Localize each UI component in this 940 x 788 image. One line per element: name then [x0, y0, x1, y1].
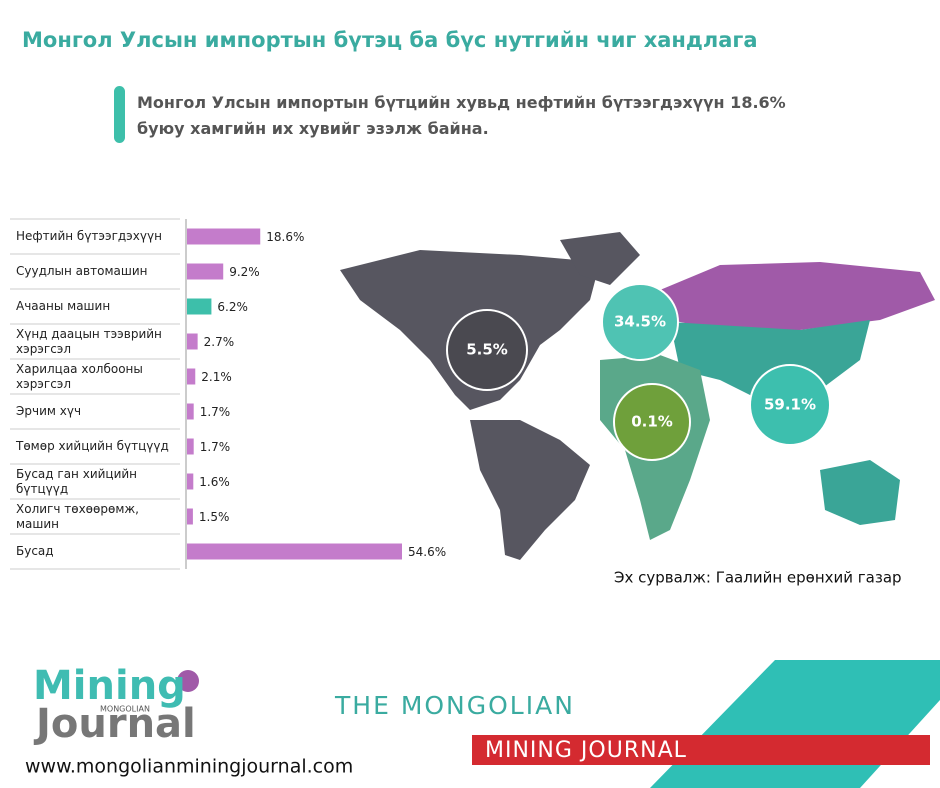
russia: [660, 262, 935, 330]
footer: MINING JOURNAL THE MONGOLIAN Mining MONG…: [25, 660, 940, 788]
value-label: 9.2%: [229, 265, 260, 279]
value-label: 2.7%: [204, 335, 235, 349]
australia: [820, 460, 900, 525]
category-label: Нефтийн бүтээгдэхүүн: [16, 229, 162, 243]
subtitle: Монгол Улсын импортын бүтцийн хувьд нефт…: [137, 93, 786, 138]
value-label: 1.7%: [200, 440, 231, 454]
decor: [650, 660, 940, 788]
accent-bar: [114, 86, 125, 143]
logo-small: MONGOLIAN: [100, 705, 150, 714]
category-label: Ачааны машин: [16, 299, 111, 313]
value-label: 1.5%: [199, 510, 230, 524]
value-label: 54.6%: [408, 545, 446, 559]
category-label: Суудлын автомашин: [16, 264, 148, 278]
bar: [187, 473, 194, 490]
title: Монгол Улсын импортын бүтэц ба бүс нутги…: [22, 28, 758, 52]
brand-bottom: MINING JOURNAL: [485, 738, 687, 763]
bar: [187, 508, 193, 525]
logo-bottom: Journal: [33, 701, 196, 747]
value-label: 1.6%: [199, 475, 230, 489]
bubble: [749, 364, 831, 446]
category-label: Бусад ган хийцийн бүтцүүд: [16, 466, 138, 496]
brand-band: [472, 735, 930, 765]
category-label: Эрчим хүч: [16, 404, 82, 418]
source: Эх сурвалж: Гаалийн ерөнхий газар: [614, 569, 902, 587]
bar: [187, 228, 261, 245]
category-label: Төмөр хийцийн бүтцүүд: [16, 439, 169, 453]
bubble-label: 59.1%: [764, 396, 816, 414]
value-label: 18.6%: [266, 230, 304, 244]
south-america: [470, 420, 590, 560]
greenland: [560, 232, 640, 285]
category-label: Харилцаа холбооны хэрэгсэл: [16, 361, 143, 391]
category-label: Холигч төхөөрөмж, машин: [16, 501, 139, 531]
bubble-label: 5.5%: [466, 341, 508, 359]
category-label: Бусад: [16, 544, 54, 558]
bubble: [446, 309, 528, 391]
brand-top: THE MONGOLIAN: [334, 691, 575, 720]
bar: [187, 333, 198, 350]
bubble-label: 0.1%: [631, 413, 673, 431]
bar: [187, 543, 402, 560]
bar: [187, 438, 194, 455]
bar: [187, 403, 194, 420]
value-label: 2.1%: [201, 370, 232, 384]
bubble-label: 34.5%: [614, 313, 666, 331]
bar: [187, 368, 196, 385]
map: 5.5% 34.5% 0.1% 59.1% Эх сурвалж: Гаалий…: [318, 213, 940, 587]
url: www.mongolianminingjournal.com: [25, 756, 353, 778]
bar: [187, 263, 224, 280]
bubble: [601, 283, 679, 361]
category-label: Хүнд даацын тээврийн хэрэгсэл: [16, 326, 162, 356]
bubble: [613, 383, 691, 461]
value-label: 1.7%: [200, 405, 231, 419]
value-label: 6.2%: [217, 300, 248, 314]
logo-flower: [177, 670, 199, 692]
logo-top: Mining: [33, 663, 186, 709]
bar: [187, 298, 212, 315]
